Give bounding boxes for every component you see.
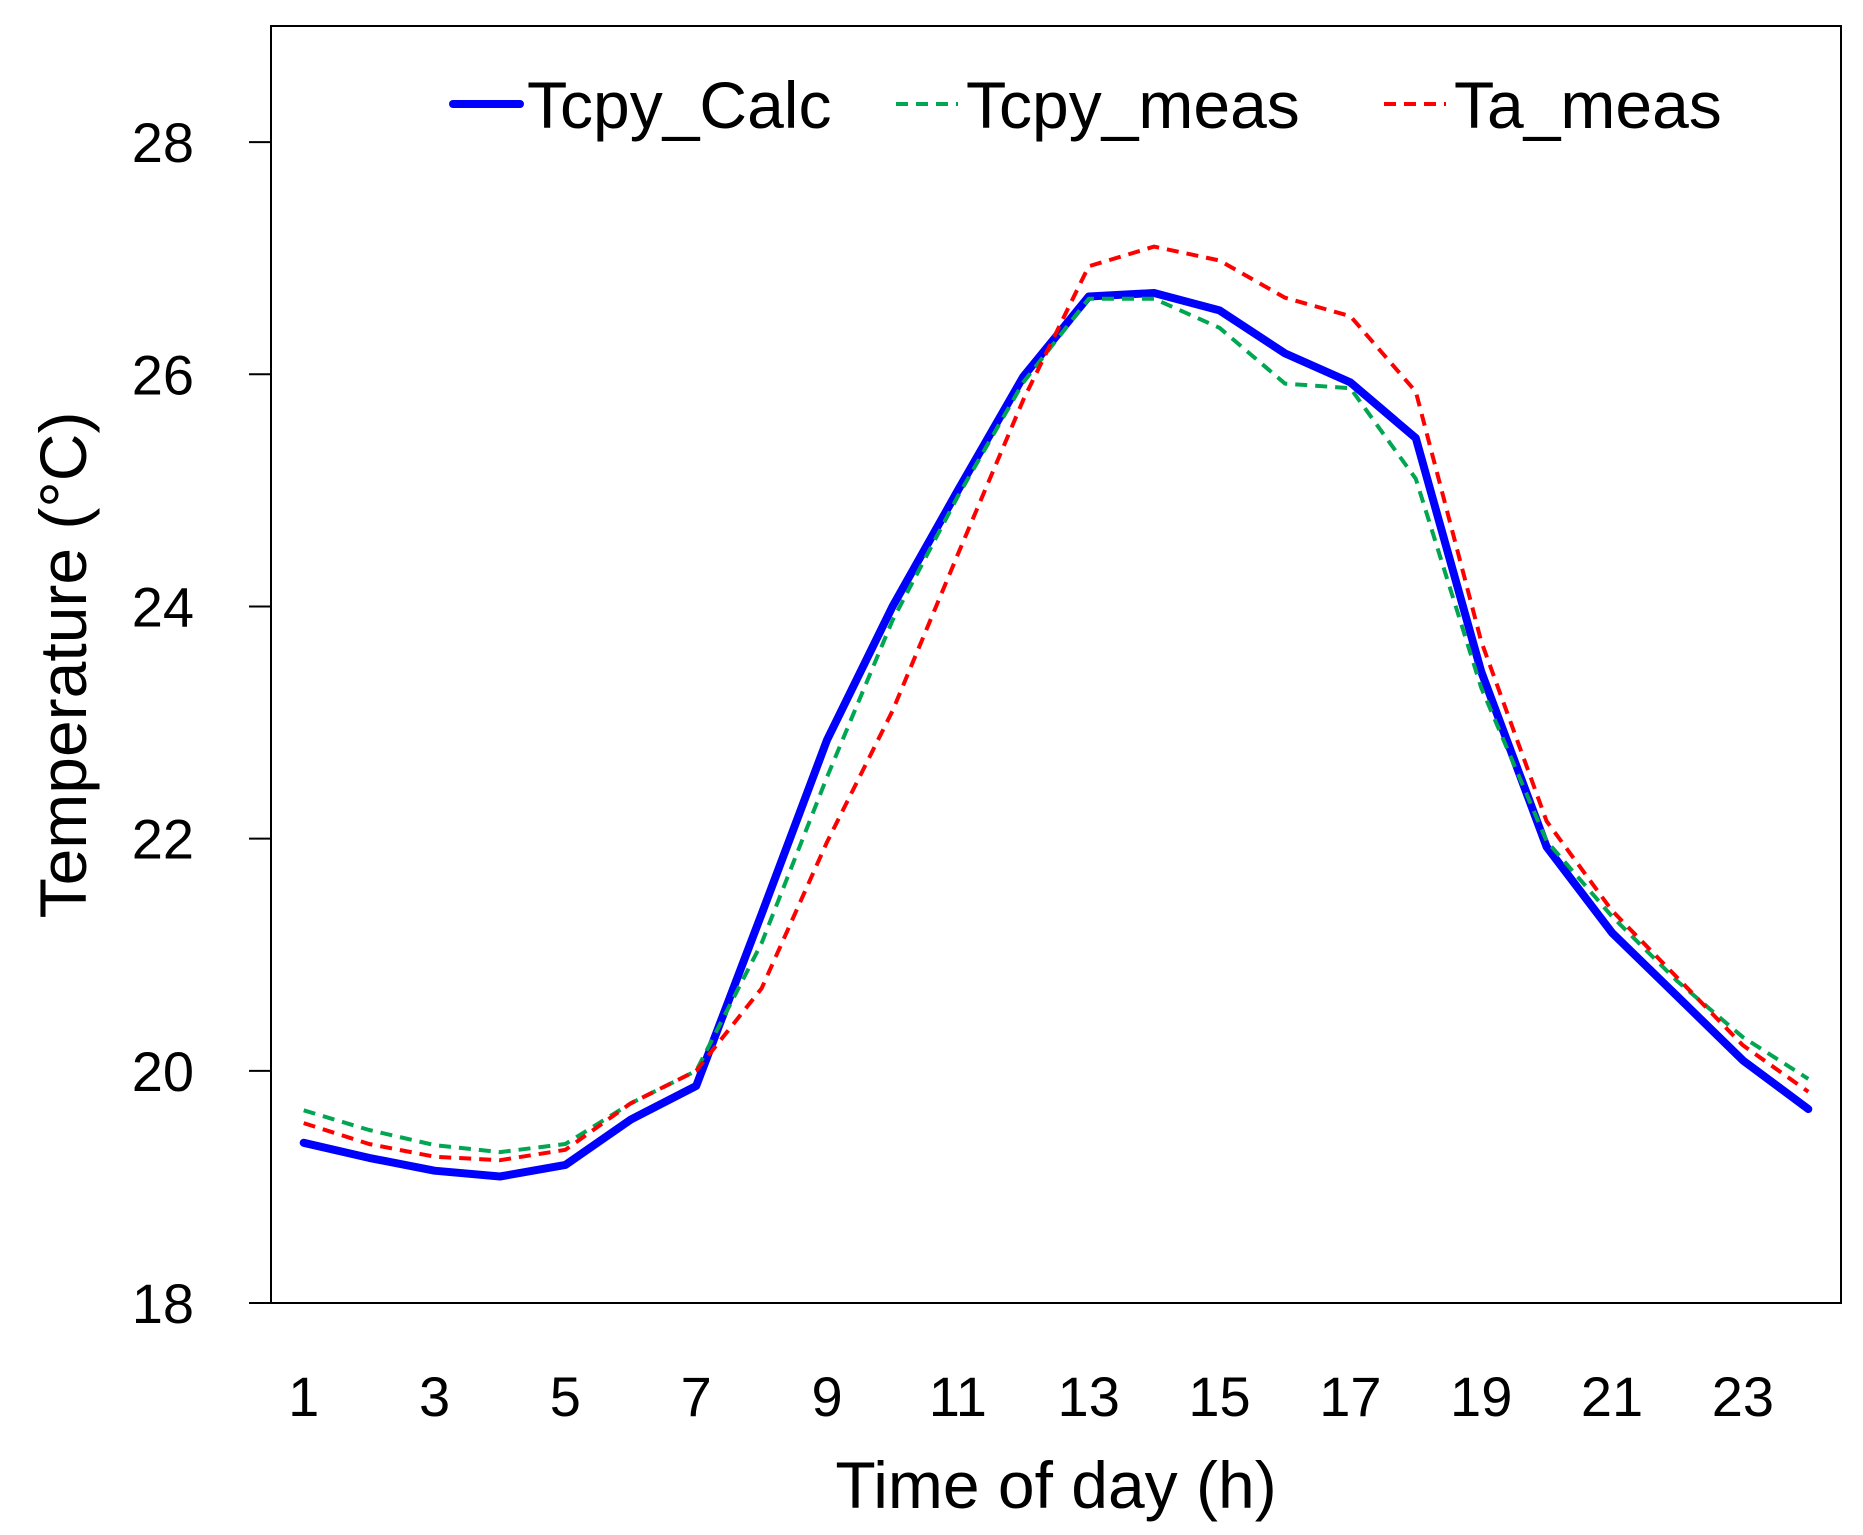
x-tick-label: 19 <box>1450 1365 1512 1428</box>
x-tick-label: 9 <box>811 1365 842 1428</box>
legend-label-tcpy-calc: Tcpy_Calc <box>527 68 831 142</box>
legend-label-tcpy-meas: Tcpy_meas <box>966 68 1300 142</box>
series-line-ta-meas <box>303 244 1810 1163</box>
x-tick-label: 13 <box>1058 1365 1120 1428</box>
plot-frame <box>270 25 1842 1304</box>
y-tick-label: 22 <box>132 808 194 871</box>
x-tick-label: 7 <box>681 1365 712 1428</box>
legend-label-ta-meas: Ta_meas <box>1454 68 1722 142</box>
x-tick-label: 1 <box>288 1365 319 1428</box>
x-tick-label: 11 <box>929 1365 987 1428</box>
y-tick-label: 28 <box>132 111 194 174</box>
legend: Tcpy_Calc Tcpy_meas Ta_meas <box>449 68 1722 142</box>
x-tick-label: 21 <box>1581 1365 1643 1428</box>
x-axis-title: Time of day (h) <box>835 1448 1276 1522</box>
x-tick-label: 3 <box>419 1365 450 1428</box>
y-axis: 18 20 22 24 26 28 <box>132 111 271 1335</box>
series-line-tcpy-meas <box>303 296 1810 1155</box>
x-tick-label: 23 <box>1712 1365 1774 1428</box>
y-tick-label: 24 <box>132 575 194 638</box>
y-tick-label: 18 <box>132 1272 194 1335</box>
x-tick-label: 15 <box>1188 1365 1250 1428</box>
x-tick-label: 17 <box>1319 1365 1381 1428</box>
series-group <box>299 244 1813 1181</box>
x-axis: 1 3 5 7 9 11 13 15 17 19 21 23 <box>288 1365 1774 1428</box>
y-tick-label: 20 <box>132 1040 194 1103</box>
series-line-tcpy-calc <box>299 289 1813 1181</box>
y-tick-label: 26 <box>132 343 194 406</box>
y-axis-title: Temperature (°C) <box>26 412 100 919</box>
x-tick-label: 5 <box>550 1365 581 1428</box>
